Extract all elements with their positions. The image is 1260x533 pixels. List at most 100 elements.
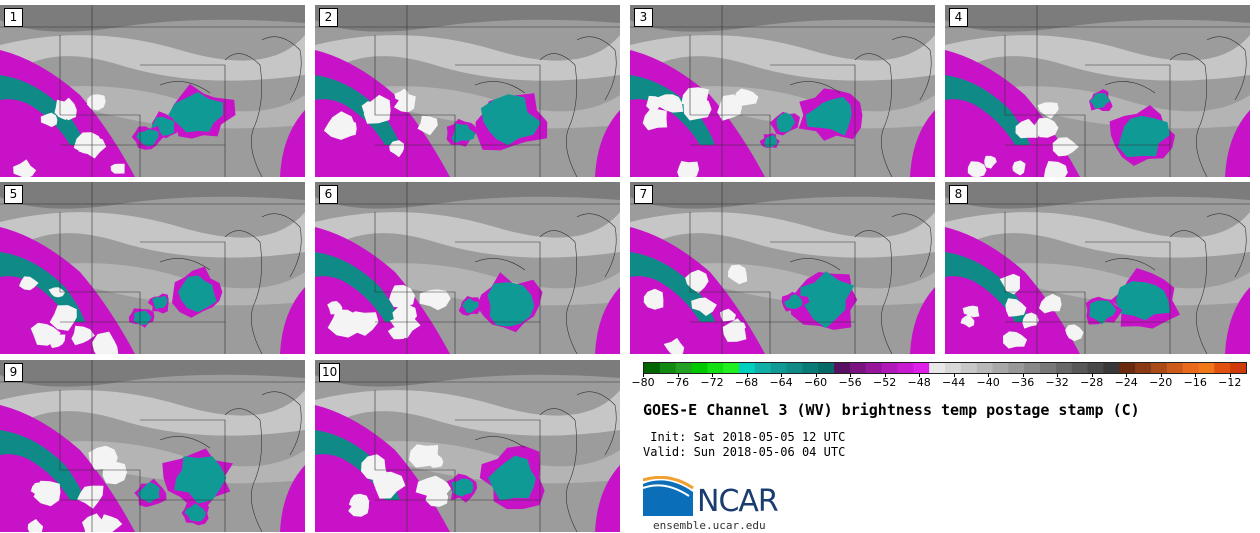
clear-patch (720, 308, 736, 322)
colorbar-tick-mark (1229, 373, 1231, 377)
dark-band (315, 5, 620, 32)
clear-patch (323, 111, 356, 140)
colorbar-tick-mark (677, 373, 679, 377)
cold-cloud-top (133, 310, 152, 325)
ensemble-member-panel-3: 3 (630, 5, 935, 177)
clear-patch (1003, 331, 1028, 349)
state-border (140, 64, 226, 177)
init-time: Init: Sat 2018-05-05 12 UTC (643, 430, 846, 444)
great-lakes-shore (891, 36, 932, 101)
dark-band (945, 182, 1250, 209)
great-lakes-shore (1169, 230, 1208, 354)
colorbar-tick-label: −64 (769, 376, 793, 389)
state-border (455, 241, 541, 354)
clear-patch (1044, 161, 1068, 177)
ensemble-member-panel-7: 7 (630, 182, 935, 354)
cold-cloud-top (174, 456, 227, 504)
clear-patch (685, 269, 709, 294)
colorbar-tick-mark (1091, 373, 1093, 377)
clear-patch (1037, 102, 1059, 119)
water-vapor-map (0, 182, 305, 354)
colorbar-bin (786, 363, 803, 373)
dry-band (630, 212, 935, 262)
ensemble-member-panel-10: 10 (315, 360, 620, 532)
state-border (1004, 35, 1086, 177)
dry-band (945, 212, 1250, 262)
moisture-plume (910, 287, 935, 354)
colorbar-bin (644, 363, 661, 373)
great-lakes-shore (261, 391, 302, 456)
colorbar-tick-label: −60 (803, 376, 828, 389)
figure-title: GOES-E Channel 3 (WV) brightness temp po… (643, 401, 1140, 419)
colorbar-tick-label: −44 (942, 376, 966, 389)
colorbar-bin (1024, 363, 1041, 373)
colorbar-bin (945, 363, 962, 373)
member-label: 4 (949, 8, 968, 27)
colorbar-bin (691, 363, 708, 373)
cold-cloud-top (462, 298, 479, 314)
state-border (789, 258, 841, 271)
colorbar-tick-mark (1126, 373, 1128, 377)
state-border (1004, 212, 1086, 354)
clear-patch (417, 115, 438, 136)
clear-patch (1035, 117, 1059, 138)
clear-patch (389, 311, 421, 339)
member-label: 10 (319, 363, 341, 382)
moisture-plume (280, 110, 305, 177)
colorbar-tick-label: −72 (700, 376, 724, 389)
cold-cloud-top (137, 481, 160, 504)
cold-cloud-top (764, 135, 777, 148)
cold-cloud-band (0, 430, 85, 500)
colorbar-tick-label: −68 (734, 376, 759, 389)
clear-patch (681, 87, 709, 114)
great-lakes-shore (1169, 53, 1208, 177)
colorbar-bin (1150, 363, 1168, 373)
ensemble-member-panel-4: 4 (945, 5, 1250, 177)
water-vapor-map (945, 182, 1250, 354)
colorbar-bin (865, 363, 883, 373)
clear-patch (348, 493, 370, 510)
colorbar-tick-label: −76 (665, 376, 690, 389)
clear-patch (110, 163, 125, 174)
cold-cloud-top (1118, 115, 1170, 158)
great-lakes-shore (576, 213, 617, 278)
state-border (159, 81, 211, 94)
member-label: 7 (634, 185, 653, 204)
colorbar-tick-mark (988, 373, 990, 377)
dry-band (630, 35, 935, 85)
colorbar-tick-label: −36 (1011, 376, 1035, 389)
state-border (374, 212, 456, 354)
cold-cloud-band (315, 252, 400, 322)
colorbar-tick-mark (850, 373, 852, 377)
state-border (1104, 258, 1156, 271)
clear-patch (967, 161, 987, 177)
member-label: 6 (319, 185, 338, 204)
colorbar-bin (675, 363, 693, 373)
member-label: 8 (949, 185, 968, 204)
clear-patch (13, 159, 37, 177)
colorbar-tick-mark (643, 373, 644, 377)
colorbar-bin (1008, 363, 1025, 373)
great-lakes-shore (576, 36, 617, 101)
clear-patch (1022, 312, 1039, 329)
colorbar-bin (1087, 363, 1104, 373)
colorbar-tick-label: −80 (631, 376, 655, 389)
great-lakes-shore (576, 391, 617, 456)
cold-cloud-top (178, 275, 217, 313)
clear-patch (1012, 160, 1026, 176)
clear-patch (419, 289, 451, 311)
water-vapor-map (945, 5, 1250, 177)
site-url: ensemble.ucar.edu (653, 519, 766, 532)
dry-band (945, 35, 1250, 85)
great-lakes-shore (539, 230, 578, 354)
clear-patch (19, 276, 39, 291)
colorbar-tick-mark (712, 373, 714, 377)
colorbar-bin (818, 363, 835, 373)
colorbar-bin (1198, 363, 1215, 373)
ensemble-member-panel-6: 6 (315, 182, 620, 354)
cold-cloud-top (487, 282, 535, 327)
dark-band (0, 360, 305, 387)
state-border (455, 419, 541, 532)
great-lakes-shore (224, 53, 263, 177)
colorbar-bin (802, 363, 819, 373)
